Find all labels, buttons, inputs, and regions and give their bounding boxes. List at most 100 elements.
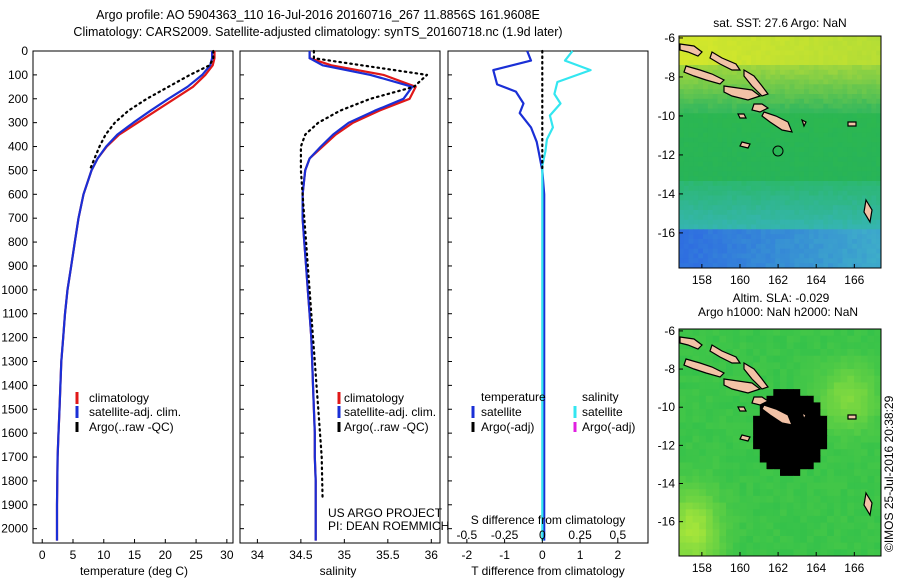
map-cell (871, 229, 877, 235)
map-cell (765, 205, 771, 211)
map-cell (852, 113, 858, 119)
map-cell (808, 132, 815, 139)
map-cell (800, 455, 808, 464)
map-cell (823, 98, 829, 105)
map-cell (753, 529, 761, 537)
map-cell (703, 234, 709, 240)
map-cell (705, 522, 714, 530)
map-cell (837, 113, 844, 119)
map-cell (759, 522, 768, 530)
map-cell (731, 171, 738, 177)
x2-tick-label: -0.5 (457, 528, 478, 542)
map-cell (874, 502, 881, 510)
map-cell (813, 50, 820, 56)
map-cell (806, 429, 815, 437)
map-cell (741, 127, 747, 134)
map-cell (861, 152, 868, 158)
map-cell (813, 205, 820, 211)
s-difference-axis-ticks: -0.5 -0.25 0 0.25 0.5 (457, 528, 627, 542)
map-cell (857, 118, 863, 124)
map-cell (712, 152, 719, 158)
map-cell (852, 147, 858, 153)
map-cell (804, 166, 810, 172)
map-cell (854, 375, 862, 383)
map-cell (828, 103, 834, 110)
map-cell (786, 429, 794, 437)
map-cell (800, 369, 808, 377)
map-cell (800, 409, 808, 417)
map-cell (854, 329, 862, 337)
map-cell (827, 382, 835, 390)
map-cell (876, 123, 881, 129)
map-cell (786, 355, 794, 363)
x-tick-label: 1 (577, 548, 584, 562)
map-cell (705, 442, 714, 450)
map-cell (847, 156, 853, 163)
map-cell (793, 455, 801, 464)
map-cell (780, 65, 786, 71)
map-cell (685, 449, 693, 457)
map-cell (804, 243, 810, 250)
map-cell (837, 248, 844, 255)
legend-label-climatology: climatology (89, 391, 149, 405)
map-cell (685, 435, 693, 444)
map-cell (739, 349, 747, 357)
map-cell (712, 435, 720, 444)
map-cell (813, 36, 820, 42)
map-cell (823, 181, 829, 187)
map-cell (820, 349, 828, 357)
map-cell (703, 142, 709, 148)
map-cell (876, 137, 881, 143)
map-cell (852, 69, 858, 76)
map-cell (707, 94, 714, 100)
map-cell (804, 258, 810, 264)
map-cell (874, 409, 881, 417)
map-cell (719, 429, 727, 437)
sla-map-title-line1: Altim. SLA: -0.029 (733, 291, 830, 305)
map-cell (746, 45, 752, 52)
map-cell (712, 147, 719, 153)
map-cell (727, 118, 733, 124)
map-cell (847, 369, 855, 377)
map-cell (731, 210, 738, 216)
map-cell (739, 482, 747, 490)
map-cell (699, 375, 707, 383)
map-cell (746, 429, 754, 437)
map-cell (827, 536, 835, 544)
map-cell (756, 50, 762, 56)
map-cell (760, 60, 767, 66)
map-cell (712, 389, 720, 397)
map-cell (699, 415, 707, 424)
map-cell (699, 542, 707, 550)
map-cell (719, 469, 727, 477)
map-cell (780, 94, 786, 100)
map-cell (832, 195, 839, 201)
salinity-axis-label: salinity (320, 564, 357, 578)
map-cell (832, 181, 839, 187)
map-cell (699, 329, 707, 337)
map-cell (804, 171, 810, 177)
map-cell (871, 190, 877, 197)
map-cell (741, 195, 747, 201)
map-cell (722, 166, 728, 172)
map-cell (766, 462, 774, 470)
map-cell (780, 50, 786, 56)
map-cell (867, 375, 875, 383)
map-cell (874, 429, 881, 437)
map-cell (717, 152, 723, 158)
map-cell (840, 349, 848, 357)
map-cell (857, 234, 863, 240)
map-cell (860, 409, 869, 417)
map-cell (712, 522, 720, 530)
map-cell (780, 522, 788, 530)
map-cell (861, 55, 868, 61)
map-cell (832, 132, 839, 139)
map-cell (692, 522, 700, 530)
map-cell (876, 161, 881, 168)
map-cell (794, 214, 800, 221)
map-cell (688, 147, 694, 153)
map-cell (842, 156, 848, 163)
legend-label-t-satellite: satellite (481, 405, 522, 419)
map-cell (736, 185, 743, 192)
map-cell (746, 515, 754, 524)
